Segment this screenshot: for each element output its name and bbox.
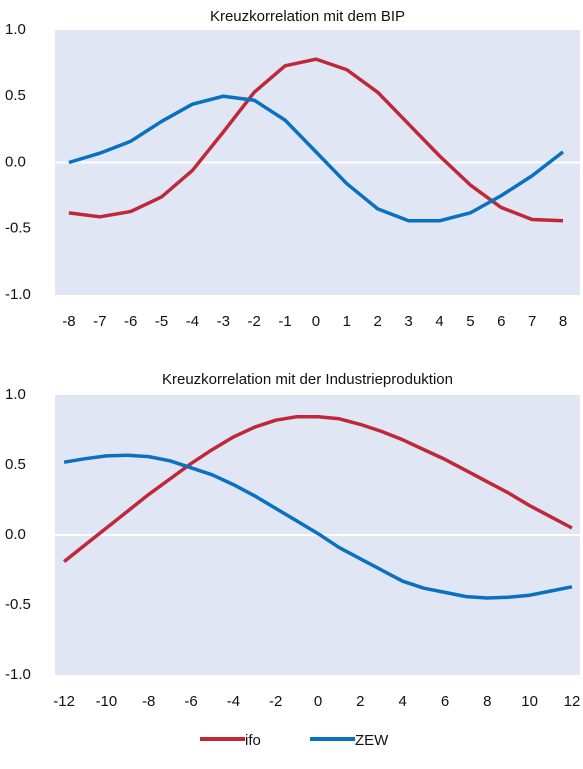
- x-tick-label: 3: [404, 313, 412, 330]
- y-tick-label: -0.5: [5, 220, 31, 237]
- series-line: [68, 94, 565, 223]
- x-tick-label: -4: [227, 693, 240, 710]
- x-tick-label: -5: [155, 313, 168, 330]
- x-tick-label: 0: [314, 693, 322, 710]
- legend-label: ZEW: [355, 732, 389, 749]
- x-tick-label: 6: [441, 693, 449, 710]
- x-tick-label: 8: [559, 313, 567, 330]
- y-tick-label: 0.0: [5, 526, 26, 543]
- x-tick-label: -2: [269, 693, 282, 710]
- x-tick-label: 8: [483, 693, 491, 710]
- x-tick-label: -10: [96, 693, 118, 710]
- y-tick-label: 0.5: [5, 87, 26, 104]
- series-line: [63, 414, 573, 563]
- legend-label: ifo: [245, 732, 261, 749]
- x-tick-label: 7: [528, 313, 536, 330]
- x-tick-label: -4: [186, 313, 199, 330]
- x-tick-label: 1: [343, 313, 351, 330]
- y-tick-label: 1.0: [5, 21, 26, 38]
- x-tick-label: -6: [184, 693, 197, 710]
- series-line: [63, 453, 573, 600]
- x-tick-label: 4: [435, 313, 443, 330]
- y-tick-label: -1.0: [5, 666, 31, 683]
- y-tick-label: 0.0: [5, 153, 26, 170]
- series-line: [68, 57, 564, 223]
- y-tick-label: 1.0: [5, 386, 26, 403]
- x-tick-label: -7: [93, 313, 106, 330]
- x-tick-label: 2: [356, 693, 364, 710]
- x-tick-label: -6: [124, 313, 137, 330]
- chart-title: Kreuzkorrelation mit dem BIP: [210, 8, 405, 25]
- x-tick-label: 0: [312, 313, 320, 330]
- x-tick-label: 4: [399, 693, 407, 710]
- x-tick-label: 6: [497, 313, 505, 330]
- y-tick-label: -0.5: [5, 596, 31, 613]
- x-tick-label: -8: [62, 313, 75, 330]
- x-tick-label: -1: [278, 313, 291, 330]
- chart-title: Kreuzkorrelation mit der Industrieproduk…: [162, 371, 453, 388]
- x-tick-label: -2: [248, 313, 261, 330]
- x-tick-label: 2: [374, 313, 382, 330]
- y-tick-label: -1.0: [5, 286, 31, 303]
- x-tick-label: -3: [217, 313, 230, 330]
- x-tick-label: -12: [53, 693, 75, 710]
- x-tick-label: 10: [521, 693, 538, 710]
- x-tick-label: 5: [466, 313, 474, 330]
- x-tick-label: 12: [564, 693, 581, 710]
- x-tick-label: -8: [142, 693, 155, 710]
- y-tick-label: 0.5: [5, 456, 26, 473]
